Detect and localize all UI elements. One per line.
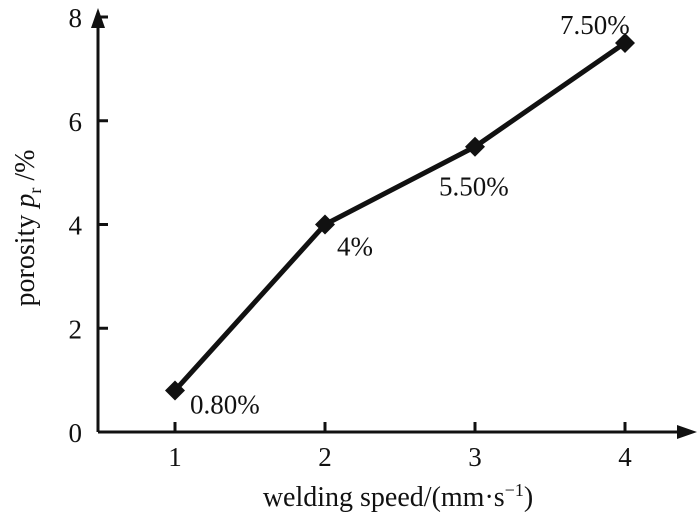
series-porosity	[165, 32, 635, 401]
x-axis-label: welding speed/(mm·s−1)	[263, 480, 533, 512]
x-ticks: 1 2 3 4	[168, 422, 632, 472]
x-tick-label: 3	[468, 442, 482, 472]
y-tick-label: 4	[69, 211, 83, 241]
x-tick-label: 2	[318, 442, 332, 472]
data-label: 4%	[337, 232, 373, 262]
data-labels: 0.80% 4% 5.50% 7.50%	[190, 10, 630, 420]
y-ticks: 0 2 4 6 8	[69, 3, 108, 448]
data-label: 5.50%	[439, 172, 509, 202]
data-point-marker	[315, 214, 335, 235]
y-tick-label: 2	[69, 314, 83, 344]
x-axis-arrow	[677, 425, 697, 439]
data-label: 0.80%	[190, 390, 260, 420]
series-line	[173, 40, 627, 393]
axes	[91, 8, 697, 439]
y-tick-label: 6	[69, 107, 83, 137]
x-tick-label: 4	[618, 442, 632, 472]
data-label: 7.50%	[560, 10, 630, 40]
y-tick-label: 0	[69, 418, 83, 448]
y-tick-label: 8	[69, 3, 83, 33]
y-axis-label: porosity pr /%	[10, 150, 45, 307]
x-tick-label: 1	[168, 442, 182, 472]
data-point-marker	[465, 136, 485, 157]
data-point-marker	[165, 380, 185, 401]
data-point-marker	[615, 32, 635, 53]
